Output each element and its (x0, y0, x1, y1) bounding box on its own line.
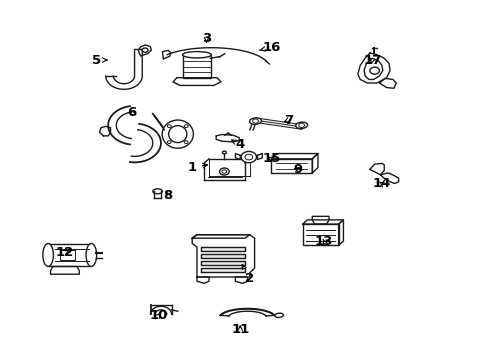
Polygon shape (379, 78, 396, 88)
Circle shape (168, 141, 171, 144)
Circle shape (241, 152, 257, 163)
Polygon shape (271, 159, 312, 173)
Text: 5: 5 (92, 54, 107, 67)
Text: 2: 2 (242, 265, 254, 285)
Circle shape (220, 168, 229, 175)
Ellipse shape (275, 313, 283, 318)
Bar (48, 243, 91, 266)
Polygon shape (201, 268, 245, 272)
Polygon shape (235, 277, 247, 283)
Polygon shape (303, 220, 343, 224)
Text: 13: 13 (315, 235, 333, 248)
Polygon shape (370, 163, 384, 175)
Polygon shape (364, 58, 383, 80)
Polygon shape (358, 53, 390, 83)
Polygon shape (235, 154, 240, 159)
Ellipse shape (295, 122, 308, 129)
Polygon shape (339, 220, 343, 245)
Text: 15: 15 (262, 152, 281, 165)
Circle shape (245, 154, 253, 160)
Circle shape (184, 141, 188, 144)
Text: 8: 8 (164, 189, 173, 202)
Circle shape (168, 125, 171, 127)
Polygon shape (271, 153, 318, 159)
Bar (60, 250, 74, 260)
Text: 4: 4 (232, 138, 245, 151)
Text: 3: 3 (202, 32, 211, 45)
Ellipse shape (153, 189, 162, 194)
Circle shape (142, 48, 148, 52)
Polygon shape (192, 235, 250, 238)
Text: 6: 6 (127, 107, 137, 120)
Polygon shape (201, 261, 245, 265)
Text: 9: 9 (293, 163, 302, 176)
Text: 16: 16 (259, 41, 281, 54)
Text: 12: 12 (56, 246, 74, 259)
Ellipse shape (86, 243, 97, 266)
Text: 11: 11 (231, 323, 249, 337)
Ellipse shape (169, 126, 187, 143)
Text: 14: 14 (373, 177, 391, 190)
Polygon shape (380, 173, 399, 184)
Ellipse shape (183, 51, 211, 58)
Polygon shape (99, 126, 111, 136)
Polygon shape (257, 154, 262, 159)
Polygon shape (163, 50, 171, 59)
Circle shape (370, 67, 379, 74)
Bar (303, 224, 339, 245)
Polygon shape (192, 235, 255, 277)
Circle shape (253, 119, 258, 123)
Circle shape (184, 125, 188, 127)
Text: 10: 10 (149, 309, 168, 322)
Polygon shape (50, 266, 79, 274)
Circle shape (299, 123, 305, 127)
Circle shape (222, 151, 226, 154)
Polygon shape (201, 254, 245, 258)
Polygon shape (312, 216, 329, 224)
Ellipse shape (162, 120, 194, 148)
Polygon shape (201, 247, 245, 251)
Text: 17: 17 (363, 54, 381, 67)
Polygon shape (312, 153, 318, 173)
Polygon shape (197, 277, 209, 283)
Ellipse shape (43, 243, 53, 266)
Text: 7: 7 (284, 113, 293, 126)
Polygon shape (138, 45, 151, 56)
Bar (183, 55, 211, 78)
Text: 1: 1 (188, 161, 207, 174)
Circle shape (222, 170, 227, 173)
Polygon shape (173, 78, 221, 85)
Polygon shape (216, 135, 239, 142)
Ellipse shape (249, 118, 262, 124)
